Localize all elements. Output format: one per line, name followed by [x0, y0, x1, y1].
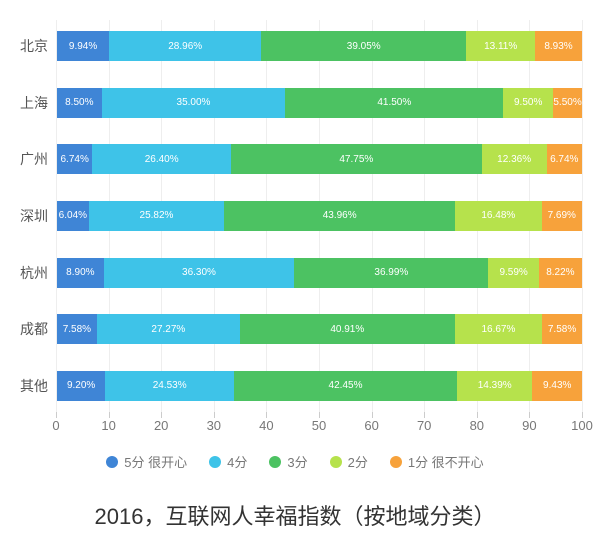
category-label: 北京 — [8, 36, 48, 56]
stacked-bar: 8.50%35.00%41.50%9.50%5.50% — [57, 88, 582, 118]
bar-segment: 8.90% — [57, 258, 104, 288]
bar-segment: 9.59% — [488, 258, 538, 288]
gridline — [582, 20, 583, 412]
bar-segment: 36.99% — [294, 258, 488, 288]
bar-segment: 7.58% — [57, 314, 97, 344]
xtick-label: 50 — [312, 418, 326, 433]
stacked-bar: 8.90%36.30%36.99%9.59%8.22% — [57, 258, 582, 288]
bar-segment: 7.69% — [542, 201, 582, 231]
bar-row: 其他9.20%24.53%42.45%14.39%9.43% — [56, 368, 582, 404]
legend-item: 2分 — [330, 452, 368, 471]
bar-segment: 16.48% — [455, 201, 542, 231]
bar-segment: 14.39% — [457, 371, 533, 401]
bar-segment: 36.30% — [104, 258, 295, 288]
legend-swatch — [209, 456, 221, 468]
plot-area: 北京9.94%28.96%39.05%13.11%8.93% 上海8.50%35.… — [56, 20, 582, 412]
bar-row: 北京9.94%28.96%39.05%13.11%8.93% — [56, 28, 582, 64]
bar-segment: 16.67% — [455, 314, 543, 344]
bar-segment: 6.74% — [547, 144, 582, 174]
xtick-label: 70 — [417, 418, 431, 433]
bar-row: 广州6.74%26.40%47.75%12.36%6.74% — [56, 141, 582, 177]
bar-segment: 27.27% — [97, 314, 240, 344]
stacked-bar: 9.20%24.53%42.45%14.39%9.43% — [57, 371, 582, 401]
chart-title: 2016，互联网人幸福指数（按地域分类） — [8, 499, 582, 531]
category-label: 成都 — [8, 319, 48, 339]
bar-rows: 北京9.94%28.96%39.05%13.11%8.93% 上海8.50%35.… — [56, 20, 582, 412]
bar-segment: 28.96% — [109, 31, 261, 61]
bar-segment: 9.43% — [532, 371, 582, 401]
stacked-bar: 6.74%26.40%47.75%12.36%6.74% — [57, 144, 582, 174]
bar-segment: 24.53% — [105, 371, 234, 401]
xtick-label: 80 — [470, 418, 484, 433]
category-label: 广州 — [8, 149, 48, 169]
bar-segment: 13.11% — [466, 31, 535, 61]
legend-swatch — [106, 456, 118, 468]
bar-segment: 42.45% — [234, 371, 457, 401]
legend-label: 4分 — [227, 452, 247, 471]
legend-item: 4分 — [209, 452, 247, 471]
happiness-chart: 北京9.94%28.96%39.05%13.11%8.93%上海8.50%35.… — [0, 0, 600, 531]
bar-segment: 9.50% — [503, 88, 553, 118]
bar-segment: 8.22% — [539, 258, 582, 288]
bar-row: 上海8.50%35.00%41.50%9.50%5.50% — [56, 85, 582, 121]
xtick-label: 100 — [571, 418, 593, 433]
xtick-label: 10 — [101, 418, 115, 433]
xtick-label: 40 — [259, 418, 273, 433]
category-label: 深圳 — [8, 206, 48, 226]
xtick-label: 0 — [52, 418, 59, 433]
stacked-bar: 6.04%25.82%43.96%16.48%7.69% — [57, 201, 582, 231]
legend-item: 5分 很开心 — [106, 452, 187, 471]
bar-row: 成都7.58%27.27%40.91%16.67%7.58% — [56, 311, 582, 347]
bar-segment: 6.74% — [57, 144, 92, 174]
legend-label: 5分 很开心 — [124, 452, 187, 471]
legend: 5分 很开心 4分 3分 2分 1分 很不开心 — [8, 452, 582, 471]
category-label: 杭州 — [8, 263, 48, 283]
xtick-label: 20 — [154, 418, 168, 433]
category-label: 上海 — [8, 93, 48, 113]
legend-item: 3分 — [269, 452, 307, 471]
xtick-label: 90 — [522, 418, 536, 433]
legend-item: 1分 很不开心 — [390, 452, 484, 471]
legend-swatch — [390, 456, 402, 468]
bar-segment: 47.75% — [231, 144, 482, 174]
legend-label: 3分 — [287, 452, 307, 471]
bar-segment: 26.40% — [92, 144, 231, 174]
bar-segment: 25.82% — [89, 201, 225, 231]
x-axis: 0102030405060708090100 — [56, 412, 582, 434]
bar-segment: 8.93% — [535, 31, 582, 61]
bar-segment: 41.50% — [285, 88, 503, 118]
stacked-bar: 9.94%28.96%39.05%13.11%8.93% — [57, 31, 582, 61]
bar-segment: 5.50% — [553, 88, 582, 118]
bar-segment: 9.94% — [57, 31, 109, 61]
stacked-bar: 7.58%27.27%40.91%16.67%7.58% — [57, 314, 582, 344]
legend-label: 1分 很不开心 — [408, 452, 484, 471]
bar-segment: 12.36% — [482, 144, 547, 174]
bar-segment: 39.05% — [261, 31, 466, 61]
bar-segment: 35.00% — [102, 88, 286, 118]
bar-segment: 8.50% — [57, 88, 102, 118]
bar-segment: 43.96% — [224, 201, 455, 231]
bar-segment: 6.04% — [57, 201, 89, 231]
legend-swatch — [269, 456, 281, 468]
bar-segment: 40.91% — [240, 314, 455, 344]
legend-swatch — [330, 456, 342, 468]
bar-row: 深圳6.04%25.82%43.96%16.48%7.69% — [56, 198, 582, 234]
bar-segment: 7.58% — [542, 314, 582, 344]
xtick-label: 60 — [364, 418, 378, 433]
category-label: 其他 — [8, 376, 48, 396]
bar-row: 杭州8.90%36.30%36.99%9.59%8.22% — [56, 255, 582, 291]
legend-label: 2分 — [348, 452, 368, 471]
bar-segment: 9.20% — [57, 371, 105, 401]
xtick-label: 30 — [207, 418, 221, 433]
